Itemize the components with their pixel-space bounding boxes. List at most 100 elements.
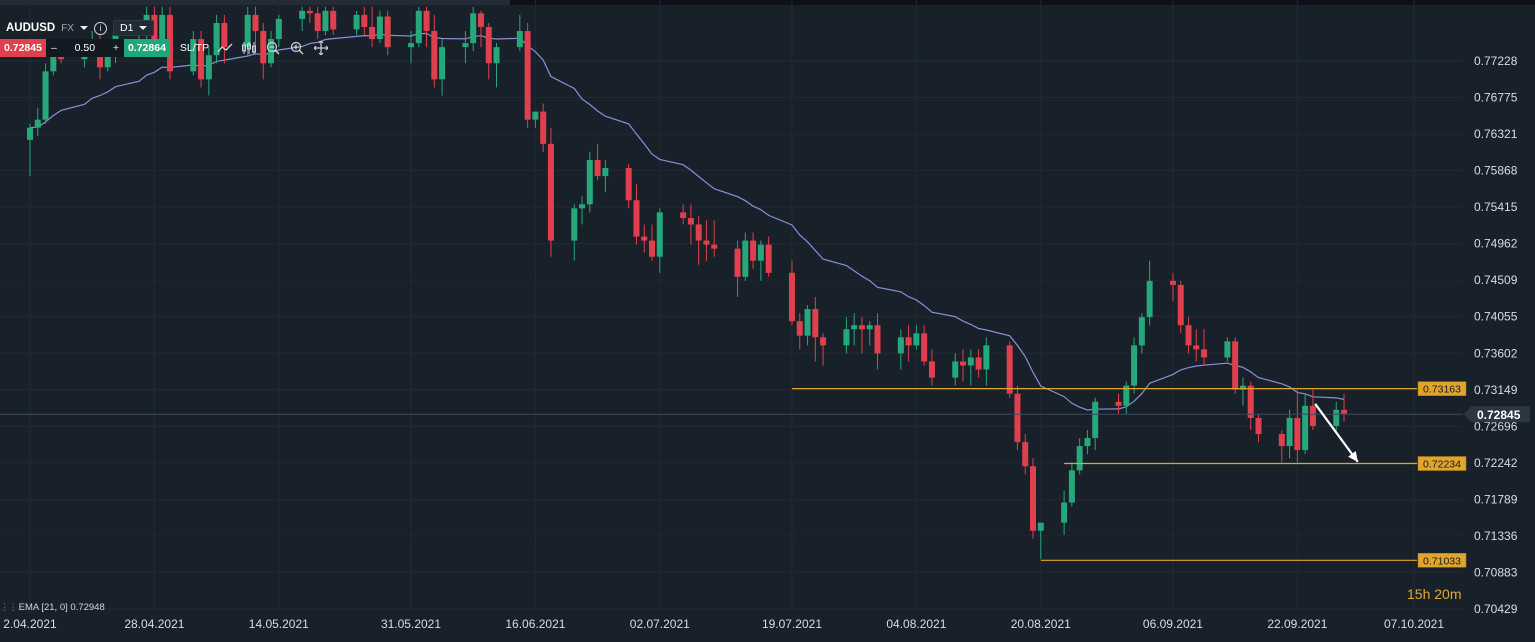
candle-body [703,240,710,245]
candle-body [1185,325,1192,346]
candle [431,14,438,88]
timeframe-value: D1 [119,22,134,34]
candle [532,111,539,128]
symbol-dropdown-icon[interactable] [79,26,88,30]
lot-decrease-button[interactable]: – [50,42,57,54]
ema-line [29,32,1345,411]
candle [820,333,827,366]
crosshair-icon[interactable] [313,40,329,56]
candle [921,325,928,366]
top-strip-highlight [0,0,510,5]
candle [485,22,492,80]
candle [1286,409,1293,459]
line-style-icon[interactable] [217,40,233,56]
market-label: FX [61,22,74,34]
overlay-layer: 0.72845 [0,403,1530,463]
candle-body [1239,385,1246,390]
candle [330,6,337,36]
current-price-label: 0.72845 [1477,408,1521,422]
candle [579,196,586,225]
candle-body [649,240,656,257]
candle-body [151,14,158,44]
candle [765,236,772,277]
candle-body [1061,502,1068,523]
symbol-label[interactable]: AUDUSD [6,22,56,34]
candle-body [1177,284,1184,326]
candle [1341,393,1348,422]
candle-body [1286,417,1293,447]
candle-body [407,43,414,48]
candle-body [34,119,41,128]
candle [858,317,865,354]
level-price-tag [1417,456,1467,471]
candle-body [477,13,484,27]
x-tick-label: 22.09.2021 [1267,617,1327,631]
x-tick-label: 31.05.2021 [381,617,441,631]
level-price-label: 0.73163 [1423,384,1461,396]
candle-body [796,321,803,336]
info-icon[interactable]: i [93,21,107,35]
ema-indicator-label[interactable]: ⋮⋮ EMA [21, 0] 0.72948 [0,602,105,613]
candle-body [1169,280,1176,285]
zoom-in-icon[interactable] [289,40,305,56]
drag-handle-icon[interactable]: ⋮⋮ [0,602,19,613]
candle [757,240,764,281]
candle [633,184,640,245]
lot-size-input[interactable]: 0.50 [74,42,96,54]
sell-button[interactable]: 0.72845 [0,39,46,57]
level-price-label: 0.71033 [1423,555,1461,567]
candle-body [532,111,539,120]
candle-body [190,39,197,72]
candle-body [439,47,446,80]
candle [1123,381,1130,414]
candle-body [361,14,368,27]
candle [166,6,173,80]
candle [967,349,974,386]
y-tick-label: 0.76321 [1474,127,1518,141]
candle-body [921,333,928,362]
timeframe-select[interactable]: D1 [112,20,155,36]
candle [1084,429,1091,455]
candle-body [695,224,702,241]
lot-increase-button[interactable]: + [112,42,119,54]
zoom-out-icon[interactable] [265,40,281,56]
candle [376,10,383,44]
x-tick-label: 2.04.2021 [3,617,57,631]
candle [42,63,49,124]
candle [322,6,329,36]
candle-body [788,272,795,322]
candle-body [960,361,967,366]
buy-button[interactable]: 0.72864 [123,39,170,57]
candle [586,151,593,213]
indicators-icon[interactable] [241,40,257,56]
candle [353,10,360,36]
candle-body [734,248,741,277]
candle [602,159,609,193]
candle-body [260,31,267,64]
candle-body [1138,317,1145,346]
candle [306,6,313,23]
candle [524,22,531,128]
ema-line-path [29,32,1345,411]
candle [960,349,967,382]
candle [687,204,694,245]
candle-body [306,10,313,14]
candle-body [524,31,531,120]
candle-body [1278,434,1285,447]
candle [423,6,430,48]
candle-body [547,143,554,241]
candle [221,14,228,64]
candle-body [516,31,523,48]
candle [874,313,881,370]
level-price-tag [1417,381,1467,396]
candle [1193,329,1200,362]
sltp-button[interactable]: SL/TP [179,42,210,54]
candle [1030,458,1037,539]
candle [275,14,282,48]
y-axis: 0.77228 0.76775 0.76321 0.75868 0.75415 0.749… [1474,54,1518,616]
candle-body [851,325,858,330]
candle [897,329,904,370]
candle-body [1193,345,1200,350]
candle-body [641,236,648,241]
